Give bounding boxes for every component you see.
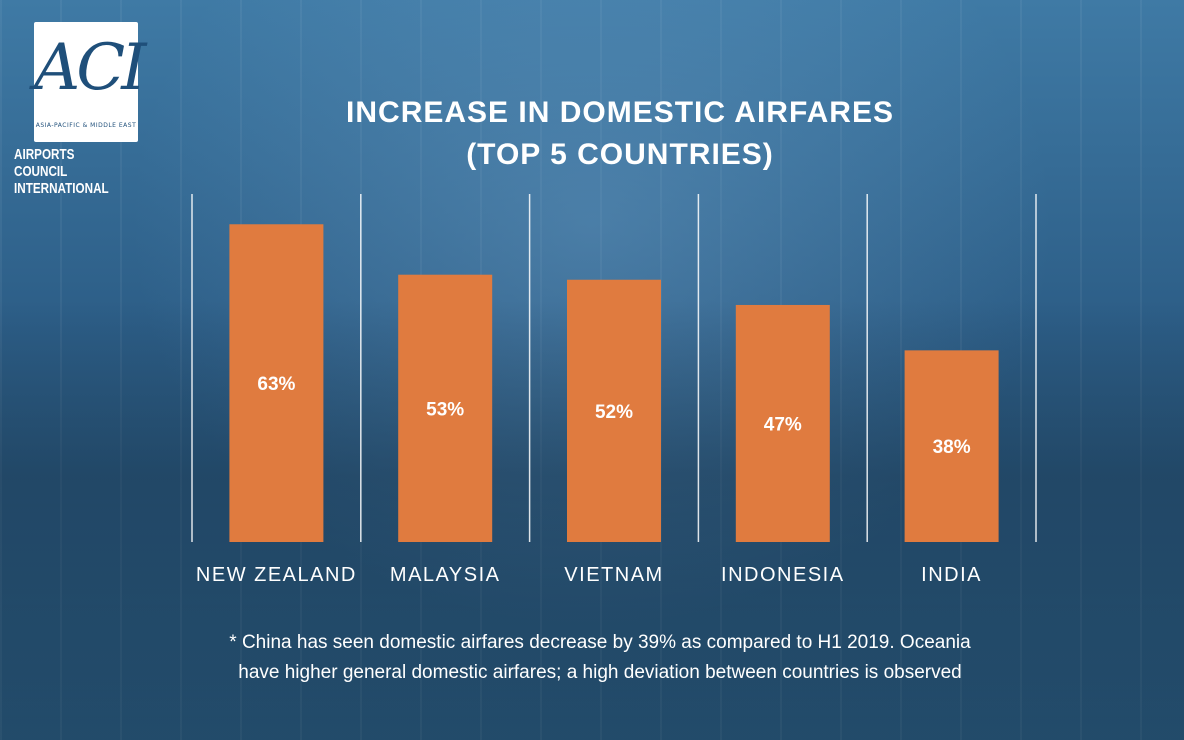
chart-title-line1: INCREASE IN DOMESTIC AIRFARES (346, 96, 894, 129)
footnote: * China has seen domestic airfares decre… (150, 628, 1050, 688)
bar-new-zealand (229, 224, 324, 542)
category-label: INDIA (921, 564, 982, 586)
data-label: 47% (764, 414, 802, 435)
chart-title-line2: (TOP 5 COUNTRIES) (466, 138, 774, 171)
aci-logo: ACI ASIA-PACIFIC & MIDDLE EAST AIRPORTS … (14, 22, 154, 197)
data-label: 38% (933, 437, 971, 458)
logo-name-line1: AIRPORTS COUNCIL (14, 146, 75, 180)
category-label: MALAYSIA (390, 564, 501, 586)
logo-name-line2: INTERNATIONAL (14, 180, 109, 197)
bar-india (904, 350, 999, 542)
footnote-line1: * China has seen domestic airfares decre… (229, 632, 971, 653)
data-label: 63% (257, 374, 295, 395)
bar-malaysia (398, 274, 493, 542)
logo-name: AIRPORTS COUNCIL INTERNATIONAL (14, 146, 123, 197)
data-label: 52% (595, 402, 633, 423)
category-label: INDONESIA (721, 564, 845, 586)
footnote-line2: have higher general domestic airfares; a… (238, 662, 962, 683)
category-label: VIETNAM (564, 564, 663, 586)
logo-letters: ACI (34, 31, 146, 105)
data-label: 53% (426, 399, 464, 420)
category-label: NEW ZEALAND (196, 564, 357, 586)
logo-box (34, 22, 138, 142)
logo-subtitle: ASIA-PACIFIC & MIDDLE EAST (35, 122, 137, 129)
bar-indonesia (735, 304, 830, 542)
bar-vietnam (567, 279, 661, 542)
